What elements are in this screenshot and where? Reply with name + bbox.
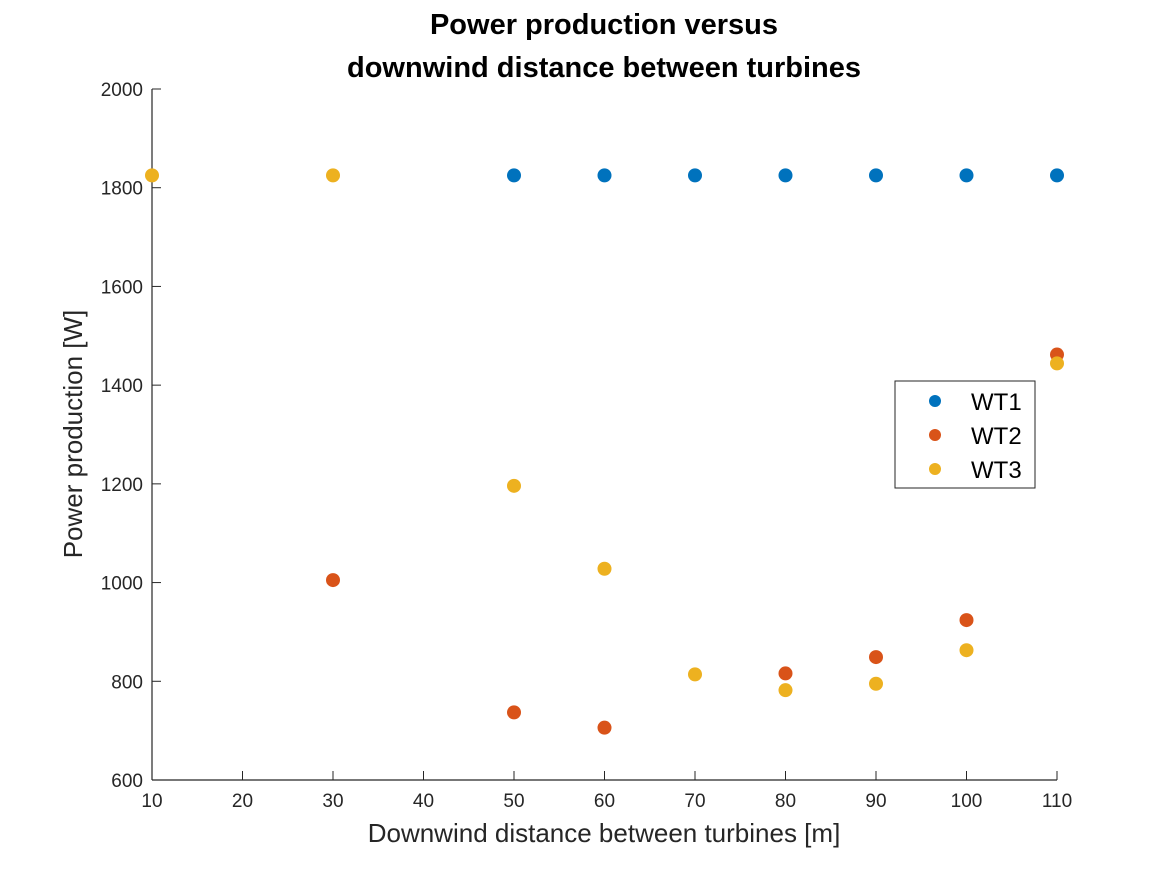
data-point-wt3 [959, 643, 974, 658]
y-tick-label: 800 [111, 672, 143, 693]
axis-ticks: 10 20 30 40 50 60 70 80 90 100 110 600 800 1000 1200 14… [101, 80, 1072, 812]
chart-title-line-1: Power production versus [430, 9, 778, 41]
data-point-wt3 [688, 667, 702, 682]
data-point-wt1 [778, 168, 793, 183]
legend-label-wt1: WT1 [971, 389, 1022, 416]
data-point-wt1 [869, 168, 883, 183]
data-point-wt3 [1050, 356, 1064, 371]
data-point-wt3 [597, 561, 612, 576]
x-tick-label: 60 [594, 791, 615, 812]
y-tick-label: 2000 [101, 80, 143, 101]
data-point-wt2 [869, 650, 883, 665]
x-tick-label: 20 [232, 791, 253, 812]
chart-title-line-2: downwind distance between turbines [347, 52, 861, 84]
y-tick-label: 600 [111, 771, 143, 792]
x-tick-label: 40 [413, 791, 434, 812]
legend-label-wt2: WT2 [971, 423, 1022, 450]
data-point-wt2 [778, 666, 793, 681]
data-points [145, 168, 1064, 735]
data-point-wt3 [326, 168, 340, 183]
data-point-wt3 [778, 683, 793, 698]
y-tick-label: 1600 [101, 277, 143, 298]
y-tick-label: 1000 [101, 574, 143, 595]
data-point-wt1 [688, 168, 702, 183]
y-tick-label: 1400 [101, 376, 143, 397]
x-axis-label: Downwind distance between turbines [m] [368, 818, 841, 848]
legend-marker-wt2 [929, 429, 941, 441]
y-tick-label: 1800 [101, 179, 143, 200]
data-point-wt2 [326, 573, 340, 588]
x-tick-label: 90 [865, 791, 886, 812]
data-point-wt1 [1050, 168, 1064, 183]
x-tick-label: 80 [775, 791, 796, 812]
data-point-wt1 [959, 168, 974, 183]
x-tick-label: 70 [684, 791, 705, 812]
x-tick-label: 30 [322, 791, 343, 812]
data-point-wt3 [869, 676, 883, 691]
y-axis-label: Power production [W] [58, 310, 88, 559]
data-point-wt3 [145, 168, 159, 183]
legend-marker-wt3 [929, 463, 941, 475]
data-point-wt2 [507, 705, 521, 720]
x-tick-label: 50 [503, 791, 524, 812]
legend: WT1 WT2 WT3 [894, 380, 1036, 489]
data-point-wt2 [959, 613, 974, 628]
y-tick-label: 1200 [101, 475, 143, 496]
data-point-wt3 [507, 478, 521, 493]
data-point-wt1 [597, 168, 612, 183]
data-point-wt2 [597, 720, 612, 735]
x-tick-label: 10 [141, 791, 162, 812]
data-point-wt1 [507, 168, 521, 183]
legend-box [894, 380, 1036, 489]
legend-label-wt3: WT3 [971, 457, 1022, 484]
x-tick-label: 110 [1042, 791, 1072, 812]
x-tick-label: 100 [951, 791, 983, 812]
legend-marker-wt1 [929, 395, 941, 407]
